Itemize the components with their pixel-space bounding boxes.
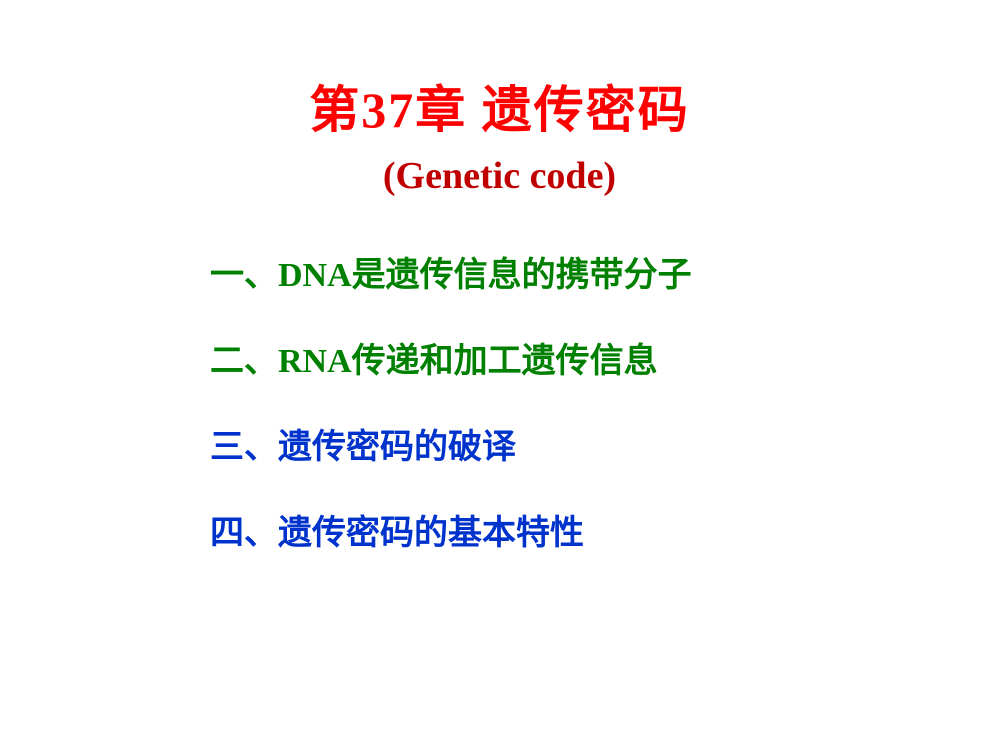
outline-list: 一、DNA是遗传信息的携带分子 二、RNA传递和加工遗传信息 三、遗传密码的破译… (210, 256, 692, 555)
chapter-title: 第37章 遗传密码 (0, 70, 999, 142)
slide: 第37章 遗传密码 (Genetic code) 一、DNA是遗传信息的携带分子… (0, 0, 999, 750)
outline-item: 一、DNA是遗传信息的携带分子 (210, 256, 692, 297)
outline-item: 二、RNA传递和加工遗传信息 (210, 342, 692, 383)
chapter-subtitle: (Genetic code) (0, 154, 999, 198)
outline-item: 四、遗传密码的基本特性 (210, 514, 692, 555)
outline-item: 三、遗传密码的破译 (210, 428, 692, 469)
